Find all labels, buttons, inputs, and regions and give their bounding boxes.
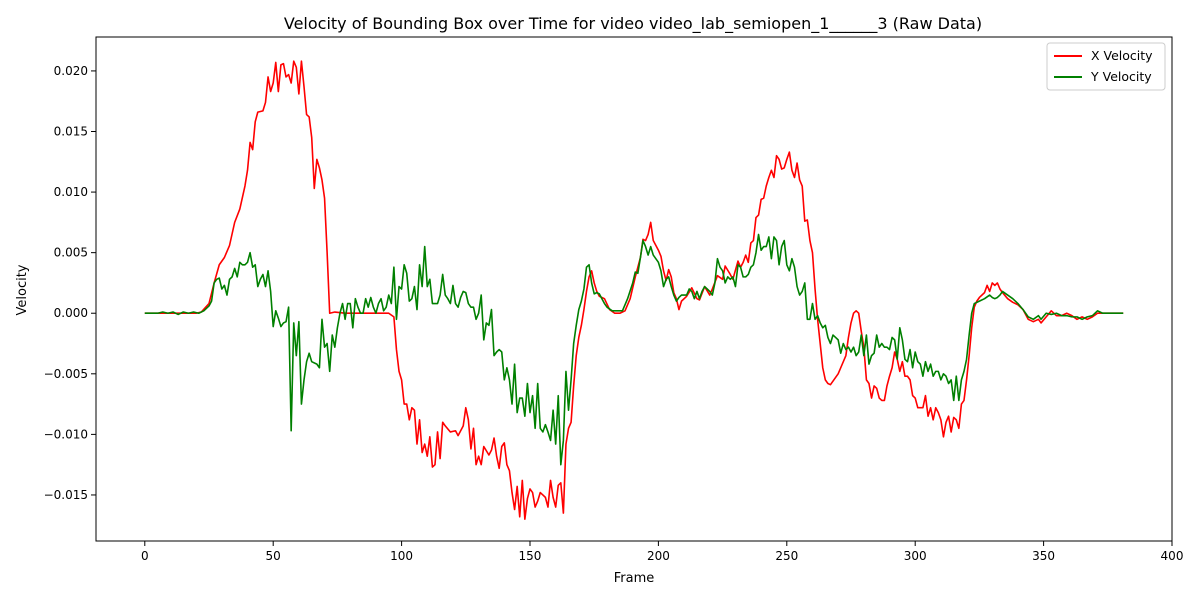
- chart-title: Velocity of Bounding Box over Time for v…: [284, 14, 982, 34]
- series-lines: [144, 60, 1124, 520]
- y-tick-label: −0.015: [44, 488, 88, 502]
- x-axis: 0 50 100 150 200 250 300 350 400: [141, 541, 1183, 563]
- y-tick-label: 0.000: [54, 306, 88, 320]
- x-tick-label: 300: [904, 549, 927, 563]
- y-tick-label: 0.005: [54, 246, 88, 260]
- x-tick-label: 250: [775, 549, 798, 563]
- x-tick-label: 200: [647, 549, 670, 563]
- y-tick-label: 0.010: [54, 185, 88, 199]
- y-tick-label: 0.020: [54, 64, 88, 78]
- x-tick-label: 50: [266, 549, 281, 563]
- legend-label-x-velocity: X Velocity: [1091, 48, 1153, 63]
- x-tick-label: 400: [1161, 549, 1184, 563]
- plot-frame: [95, 36, 1173, 542]
- legend-label-y-velocity: Y Velocity: [1090, 69, 1152, 84]
- y-axis-label: Velocity: [15, 264, 30, 315]
- x-tick-label: 100: [390, 549, 413, 563]
- legend-box: [1046, 42, 1166, 91]
- x-tick-label: 150: [519, 549, 542, 563]
- y-tick-label: 0.015: [54, 125, 88, 139]
- series-line-y-velocity: [144, 233, 1124, 466]
- x-axis-label: Frame: [614, 571, 655, 586]
- y-tick-label: −0.005: [44, 367, 88, 381]
- x-tick-label: 350: [1032, 549, 1055, 563]
- plot-area: [96, 37, 1172, 541]
- legend: X Velocity Y Velocity: [1046, 42, 1166, 91]
- y-axis: −0.015 −0.010 −0.005 0.000 0.005 0.010 0.015 0.…: [44, 64, 96, 502]
- y-tick-label: −0.010: [44, 427, 88, 441]
- x-tick-label: 0: [141, 549, 149, 563]
